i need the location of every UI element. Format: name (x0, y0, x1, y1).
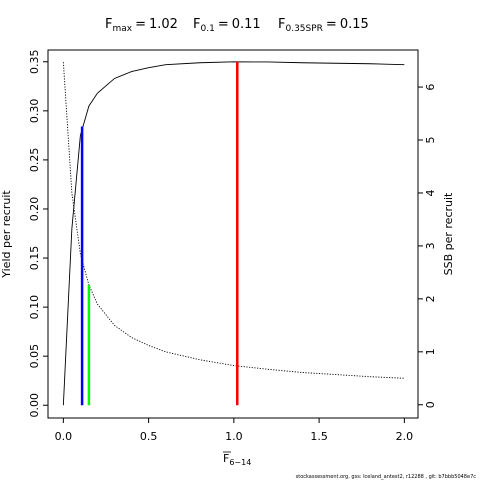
x-axis-label: F6−14 (223, 452, 251, 467)
plot-frame (47, 49, 419, 419)
x-tick-label: 0.5 (140, 430, 158, 443)
y2-tick-label: 6 (424, 84, 437, 91)
series-line (62, 62, 405, 379)
title-item: Fmax = 1.02 (105, 17, 178, 34)
x-tick-label: 1.5 (310, 430, 328, 443)
title-item: F0.35SPR = 0.15 (278, 17, 369, 34)
y2-tick-label: 2 (424, 295, 437, 302)
y2-tick-label: 5 (424, 137, 437, 144)
title-value: 1.02 (149, 17, 178, 32)
title-relation: = (326, 17, 337, 32)
x-tick-label: 2.0 (396, 430, 414, 443)
title-relation: = (218, 17, 229, 32)
y2-tick-label: 3 (424, 242, 437, 249)
y-tick-label: 0.30 (28, 99, 41, 124)
y-tick-label: 0.20 (28, 197, 41, 222)
y-axis-label: Yield per recruit (0, 190, 13, 279)
title-subscript: 0.35SPR (285, 24, 322, 34)
y2-axis-label: SSB per recruit (442, 192, 455, 275)
title-item: F0.1 = 0.11 (193, 17, 261, 34)
title-subscript: max (112, 24, 132, 34)
x-label-subscript: 6−14 (229, 458, 251, 467)
y-tick-label: 0.15 (28, 246, 41, 271)
y-tick-label: 0.35 (28, 50, 41, 75)
y-tick-label: 0.10 (28, 295, 41, 320)
title-value: 0.11 (232, 17, 261, 32)
y-tick-label: 0.00 (28, 393, 41, 418)
y-tick-label: 0.25 (28, 148, 41, 173)
y2-tick-label: 0 (424, 401, 437, 408)
series-line (62, 61, 405, 406)
title-relation: = (135, 17, 146, 32)
y-tick-label: 0.05 (28, 344, 41, 369)
x-tick-label: 1.0 (225, 430, 243, 443)
footer: stockassessment.org, gss: Iceland_antest… (296, 474, 477, 480)
y2-tick-label: 1 (424, 348, 437, 355)
title-symbol: F (105, 17, 112, 32)
x-label-symbol: F (223, 452, 229, 465)
title-symbol: F (193, 17, 200, 32)
title-value: 0.15 (340, 17, 369, 32)
title-subscript: 0.1 (200, 24, 214, 34)
title-symbol: F (278, 17, 285, 32)
x-tick-label: 0.0 (55, 430, 73, 443)
y2-tick-label: 4 (424, 189, 437, 196)
